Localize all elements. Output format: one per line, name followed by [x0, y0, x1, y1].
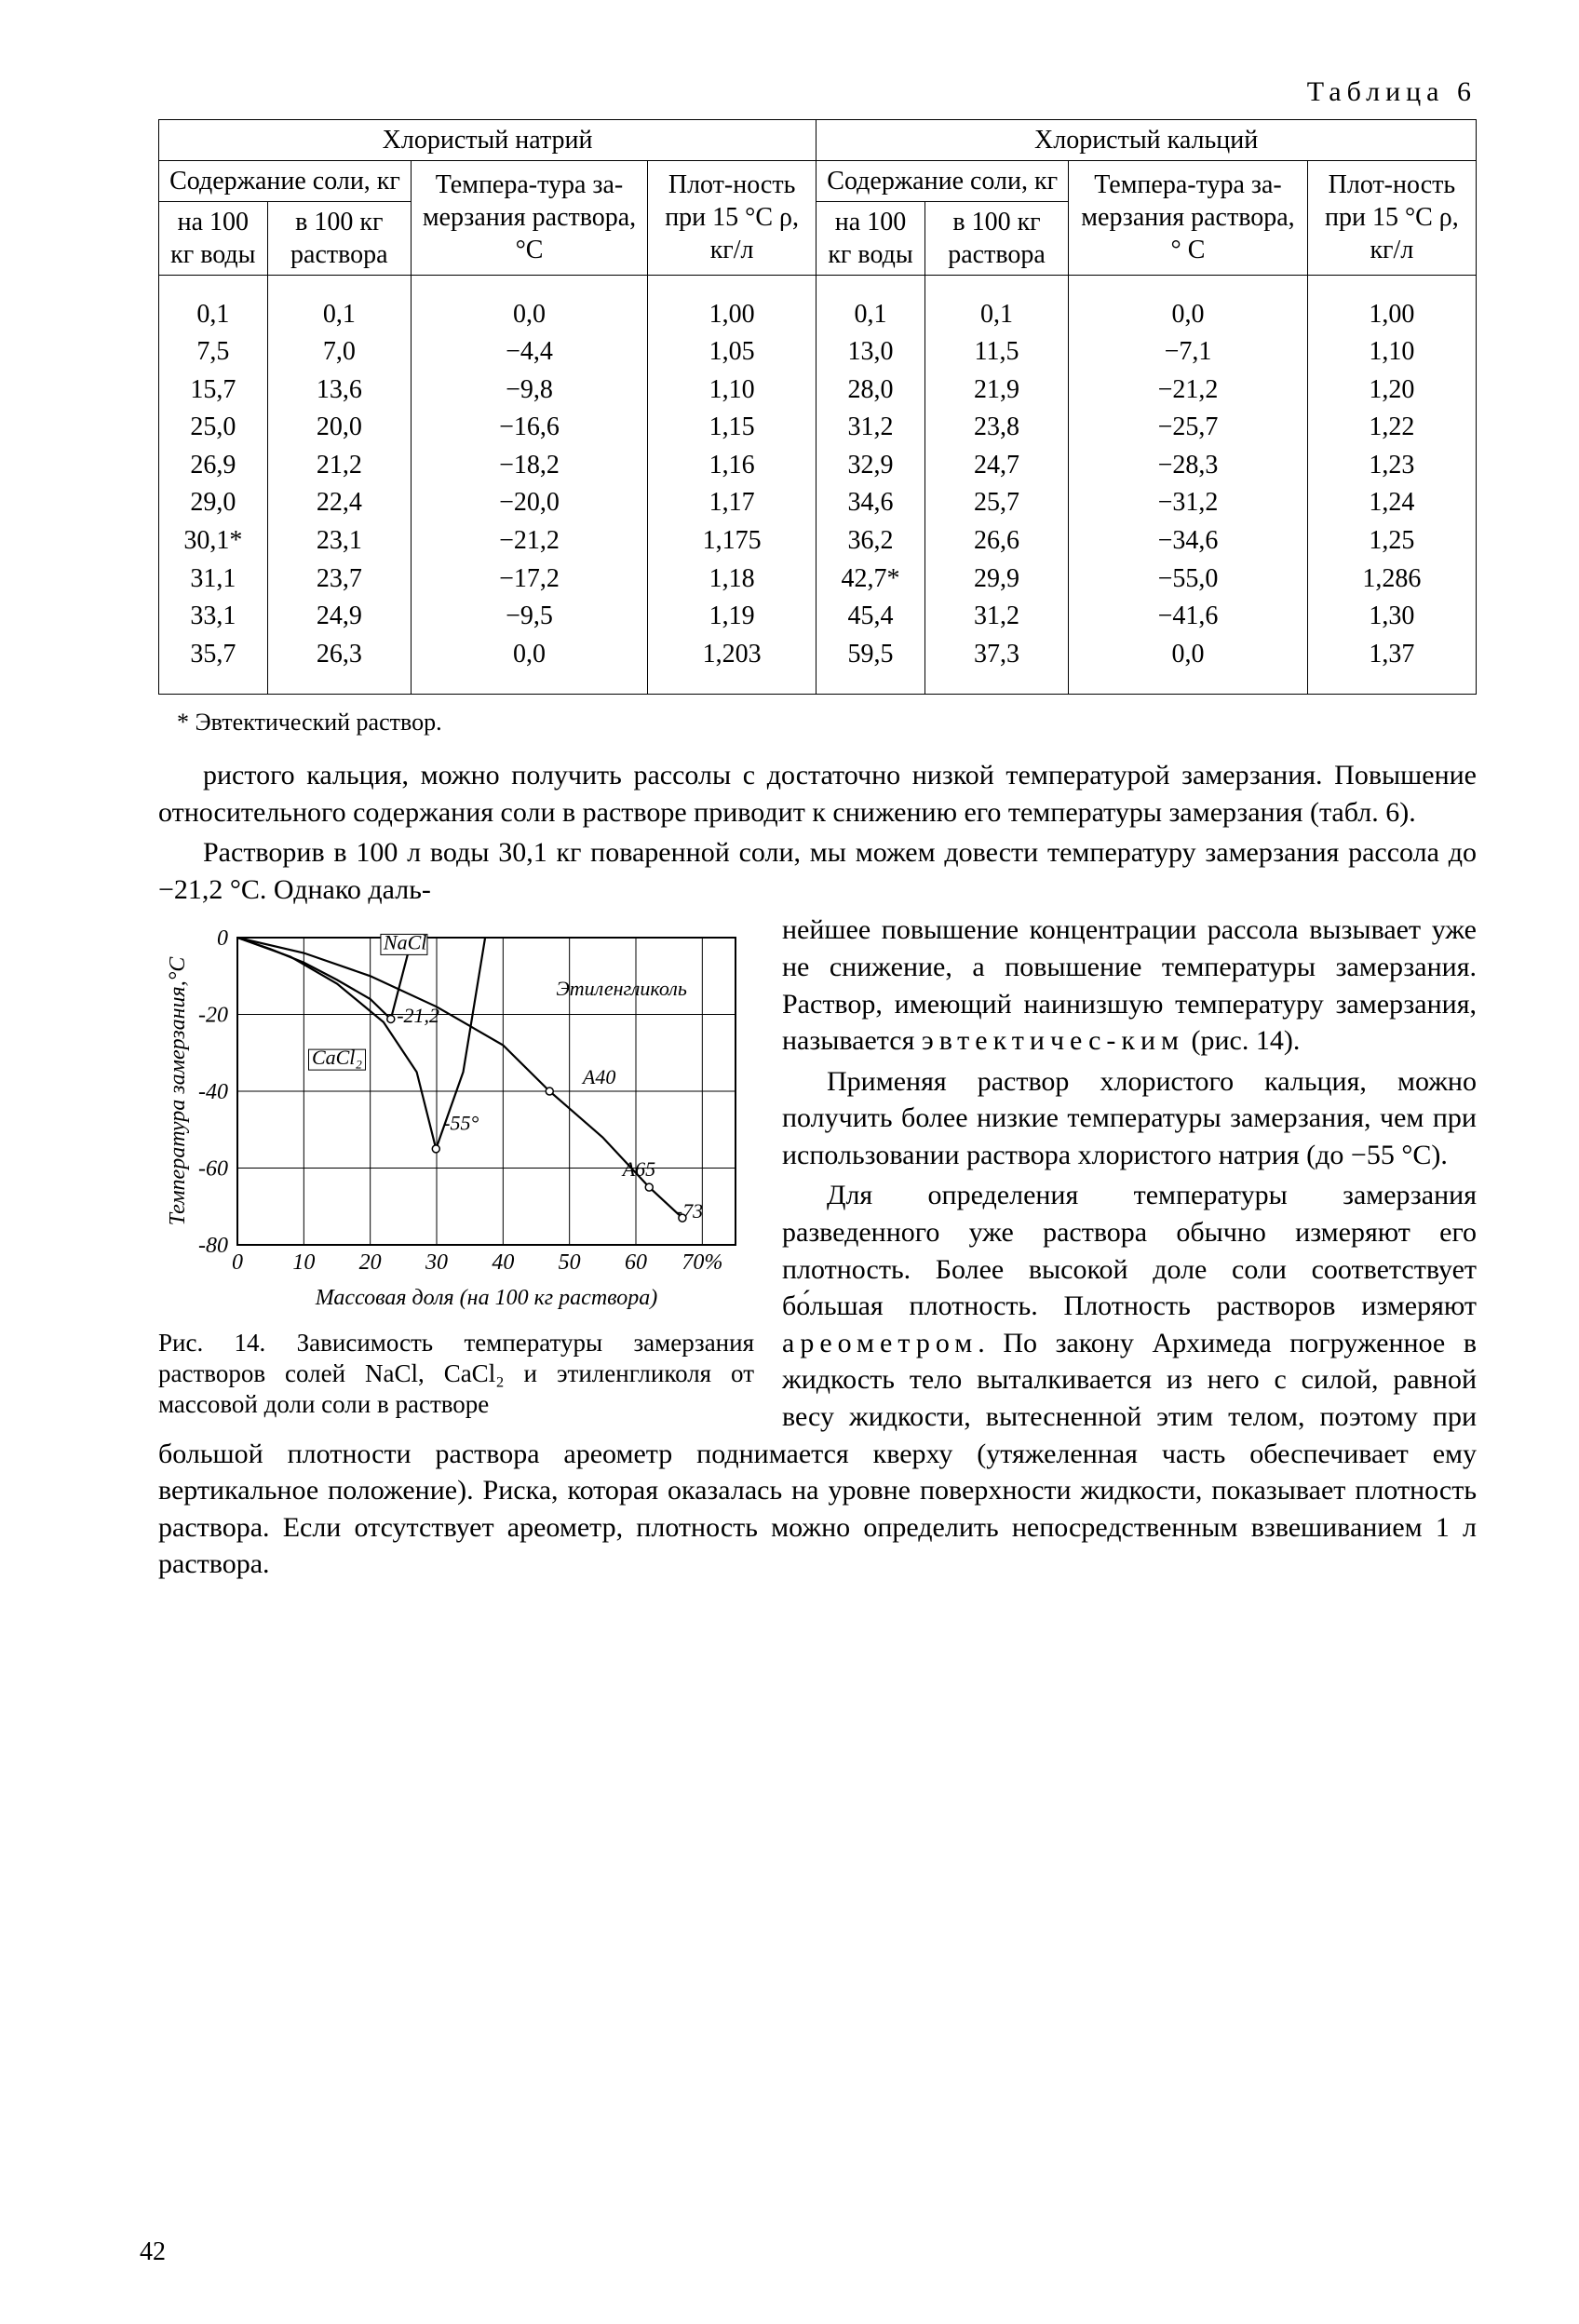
th-group-right: Хлористый кальций: [816, 119, 1477, 160]
svg-text:30: 30: [425, 1250, 448, 1275]
svg-text:NaCl: NaCl: [383, 931, 426, 954]
th-sub1: Содержание соли, кг: [159, 160, 412, 201]
figure-14-svg: 0 10 20 30 40 50 60 70% 0 -20 -40 -60 -80 Массовая до…: [158, 919, 754, 1310]
svg-text:-80: -80: [198, 1234, 228, 1258]
th-col-b: в 100 кг раствора: [267, 201, 411, 275]
svg-text:CaCl₂: CaCl₂: [312, 1046, 362, 1069]
para-2a: Растворив в 100 л воды 30,1 кг поваренно…: [158, 834, 1477, 908]
table-col: 1,00 1,10 1,20 1,22 1,23 1,24 1,25 1,286…: [1307, 275, 1476, 695]
svg-text:0: 0: [217, 926, 228, 951]
svg-text:-55°: -55°: [443, 1112, 479, 1135]
th-col-c: на 100 кг воды: [816, 201, 925, 275]
salt-table: Хлористый натрий Хлористый кальций Содер…: [158, 119, 1477, 696]
svg-text:-20: -20: [198, 1004, 228, 1028]
term-areometer: ареометром: [782, 1328, 978, 1358]
svg-text:40: 40: [492, 1250, 514, 1275]
table-col: 0,0 −4,4 −9,8 −16,6 −18,2 −20,0 −21,2 −1…: [412, 275, 648, 695]
svg-text:Температура замерзания,°С: Температура замерзания,°С: [166, 956, 190, 1226]
svg-text:20: 20: [359, 1250, 382, 1275]
body-text: ристого кальция, можно получить рассолы …: [158, 757, 1477, 1583]
page-number: 42: [140, 2236, 166, 2268]
figure-14-caption: Рис. 14. Зависимость температуры замерза…: [158, 1328, 754, 1420]
svg-text:10: 10: [292, 1250, 315, 1275]
figure-14: 0 10 20 30 40 50 60 70% 0 -20 -40 -60 -80 Массовая до…: [158, 919, 754, 1419]
svg-text:-40: -40: [198, 1080, 228, 1104]
svg-text:А40: А40: [581, 1065, 615, 1088]
table-col: 0,1 13,0 28,0 31,2 32,9 34,6 36,2 42,7* …: [816, 275, 925, 695]
para-2d: (рис. 14).: [1184, 1025, 1300, 1056]
svg-text:50: 50: [559, 1250, 581, 1275]
table-col: 1,00 1,05 1,10 1,15 1,16 1,17 1,175 1,18…: [648, 275, 816, 695]
table-caption: Таблица 6: [158, 74, 1477, 110]
th-group-left: Хлористый натрий: [159, 119, 816, 160]
th-col-d: в 100 кг раствора: [924, 201, 1068, 275]
svg-text:Этиленгликоль: Этиленгликоль: [556, 977, 687, 1000]
svg-text:70%: 70%: [682, 1250, 722, 1275]
term-eutectic: эвтектичес-ким: [922, 1025, 1184, 1056]
table-col: 0,1 7,0 13,6 20,0 21,2 22,4 23,1 23,7 24…: [267, 275, 411, 695]
th-sub3: Плот-ность при 15 °С ρ, кг/л: [648, 160, 816, 275]
th-sub2: Темпера-тура за-мерзания раствора, °С: [412, 160, 648, 275]
table-footnote: * Эвтектический раствор.: [177, 708, 1477, 738]
th-sub5: Темпера-тура за-мерзания раствора, ° С: [1069, 160, 1308, 275]
svg-text:А65: А65: [621, 1157, 655, 1181]
para-4a: Для определения температуры замерзания р…: [782, 1180, 1477, 1321]
para-1: ристого кальция, можно получить рассолы …: [158, 757, 1477, 831]
table-col: 0,1 7,5 15,7 25,0 26,9 29,0 30,1* 31,1 3…: [159, 275, 268, 695]
svg-text:-21,2: -21,2: [397, 1004, 439, 1027]
th-sub4: Содержание соли, кг: [816, 160, 1069, 201]
svg-text:0: 0: [232, 1250, 243, 1275]
svg-text:Массовая доля (на 100 кг раств: Массовая доля (на 100 кг раствора): [315, 1286, 658, 1310]
table-col: 0,1 11,5 21,9 23,8 24,7 25,7 26,6 29,9 3…: [924, 275, 1068, 695]
svg-text:60: 60: [625, 1250, 647, 1275]
th-sub6: Плот-ность при 15 °С ρ, кг/л: [1307, 160, 1476, 275]
svg-text:-60: -60: [198, 1157, 228, 1182]
th-col-a: на 100 кг воды: [159, 201, 268, 275]
table-col: 0,0 −7,1 −21,2 −25,7 −28,3 −31,2 −34,6 −…: [1069, 275, 1308, 695]
table-body: 0,1 7,5 15,7 25,0 26,9 29,0 30,1* 31,1 3…: [159, 275, 1477, 695]
